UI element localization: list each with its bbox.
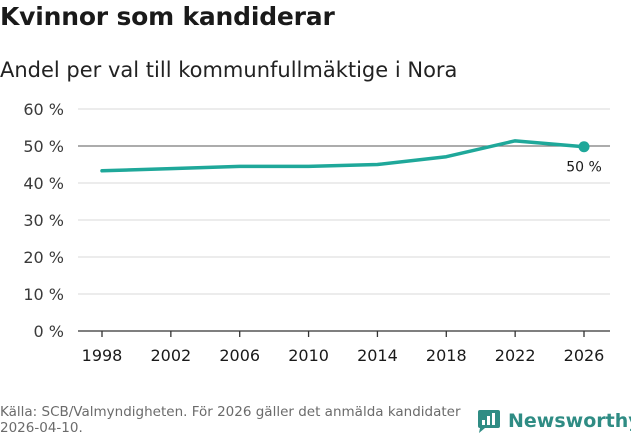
chart-subtitle: Andel per val till kommunfullmäktige i N… bbox=[0, 58, 458, 82]
x-tick-label: 2002 bbox=[150, 346, 191, 365]
y-tick-label: 60 % bbox=[23, 100, 64, 119]
brand-logo[interactable]: Newsworthy bbox=[476, 408, 631, 434]
x-tick-label: 2018 bbox=[426, 346, 467, 365]
chart-title: Kvinnor som kandiderar bbox=[0, 2, 335, 31]
x-tick-label: 2010 bbox=[288, 346, 329, 365]
y-tick-label: 30 % bbox=[23, 211, 64, 230]
source-note: Källa: SCB/Valmyndigheten. För 2026 gäll… bbox=[0, 404, 461, 436]
x-tick-label: 2006 bbox=[219, 346, 260, 365]
x-tick-label: 1998 bbox=[82, 346, 123, 365]
y-tick-label: 20 % bbox=[23, 248, 64, 267]
x-tick-label: 2014 bbox=[357, 346, 398, 365]
series-line bbox=[100, 139, 586, 173]
y-tick-label: 10 % bbox=[23, 285, 64, 304]
end-point-marker bbox=[578, 141, 590, 153]
y-tick-label: 0 % bbox=[34, 322, 64, 341]
y-tick-label: 40 % bbox=[23, 174, 64, 193]
end-point-label: 50 % bbox=[566, 160, 602, 176]
newsworthy-logo-icon bbox=[478, 410, 500, 433]
y-tick-label: 50 % bbox=[23, 137, 64, 156]
x-tick-label: 2022 bbox=[495, 346, 536, 365]
x-tick-label: 2026 bbox=[564, 346, 605, 365]
brand-name: Newsworthy bbox=[508, 410, 631, 432]
